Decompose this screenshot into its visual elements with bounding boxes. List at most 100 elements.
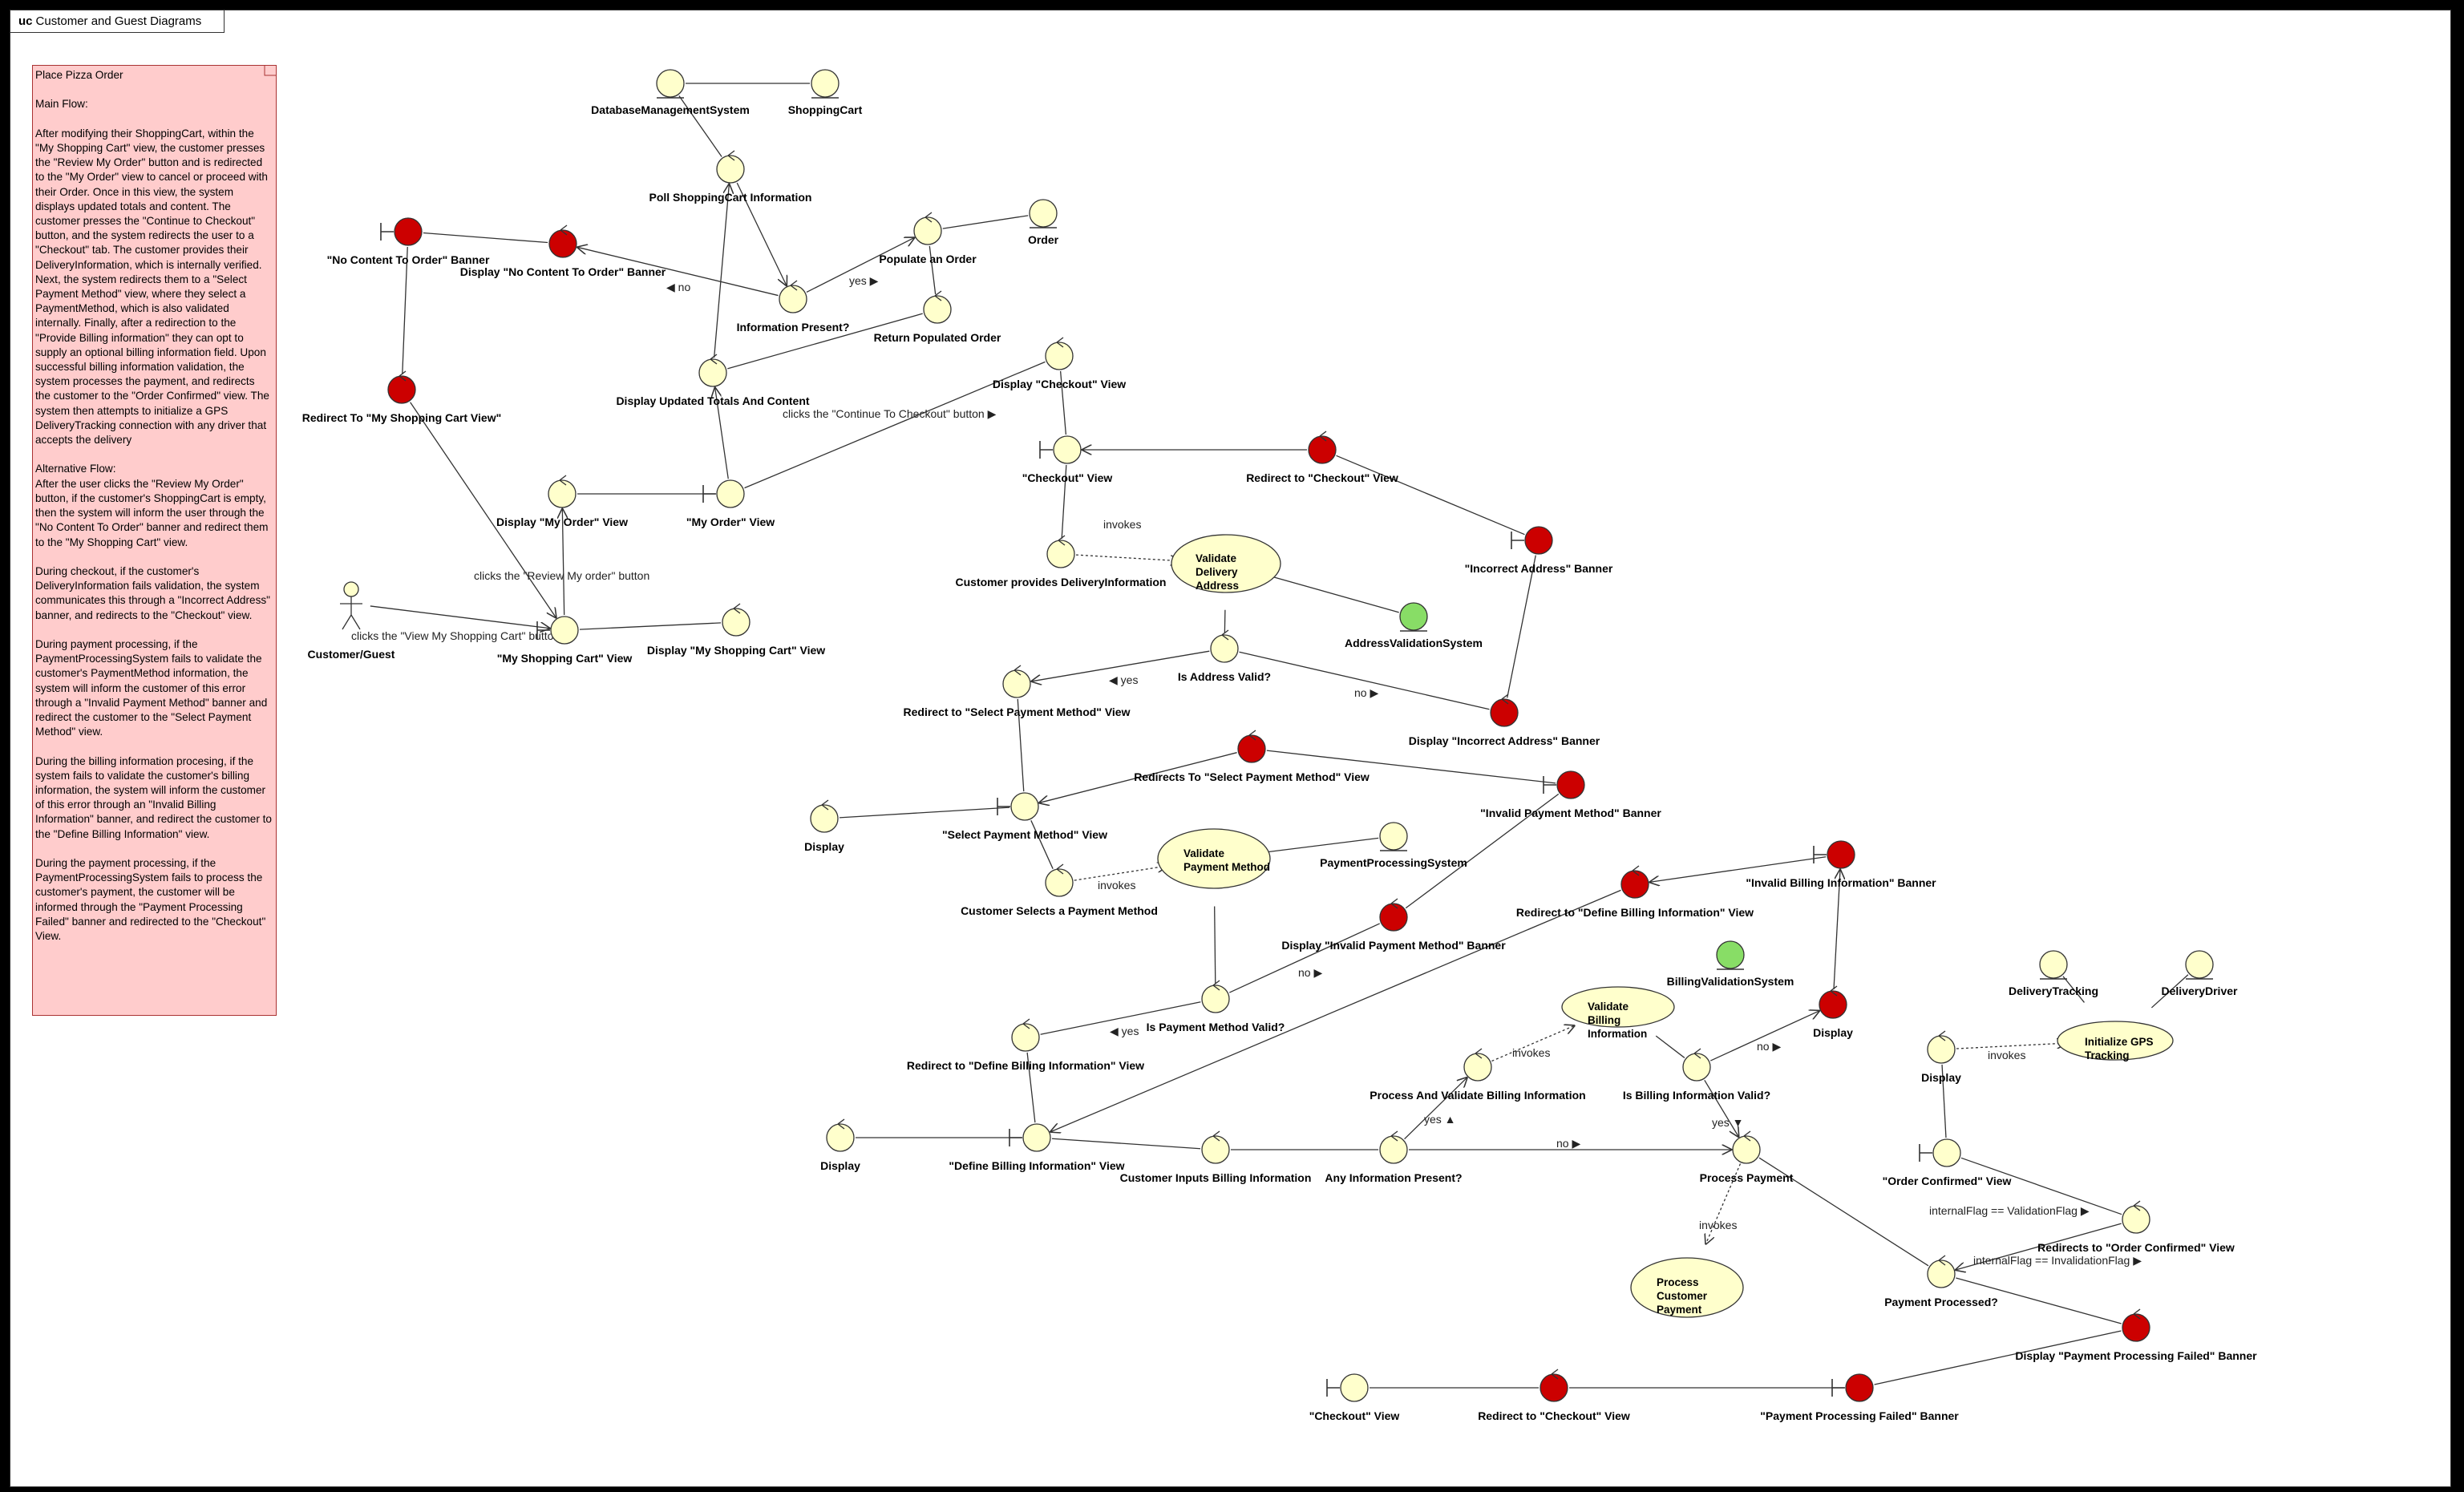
redir-select-pm-node: Redirect to "Select Payment Method" View: [904, 665, 1131, 718]
boundary-icon: [1326, 1379, 1340, 1397]
control-icon: [1927, 1260, 1956, 1288]
entity-icon: [811, 69, 840, 98]
boundary-icon: [702, 485, 716, 503]
invokes-edge-provides_delivery: [1075, 554, 1179, 561]
control-icon: [1819, 990, 1847, 1019]
invokes-edge-selects_pm: [1074, 866, 1167, 881]
uc-validate-delivery-node: Validate Delivery Address: [1171, 534, 1281, 593]
edge-redir_my_cart-my_cart_view: [410, 402, 556, 618]
node-label: Payment Processed?: [1884, 1296, 1998, 1308]
control-icon: [826, 1123, 855, 1152]
boundary-icon: [1919, 1144, 1932, 1162]
billing-validation-node: BillingValidationSystem: [1667, 940, 1794, 988]
use-case-note: Place Pizza Order Main Flow: After modif…: [32, 65, 277, 1016]
control-icon: [1045, 342, 1074, 370]
edge-populate_order-return_order: [929, 245, 937, 295]
provides-delivery-node: Customer provides DeliveryInformation: [956, 535, 1167, 588]
node-label: "Incorrect Address" Banner: [1465, 562, 1613, 575]
usecase-ellipse: [2057, 1021, 2174, 1061]
no-content-banner-node: "No Content To Order" Banner: [327, 217, 490, 266]
control-icon: [923, 295, 952, 324]
edge-addr_valid-disp_incorrect_addr: [1239, 651, 1490, 710]
disp-checkout-node: Display "Checkout" View: [993, 337, 1126, 390]
usecase-label: Payment: [1657, 1304, 1702, 1316]
actor-icon: [343, 581, 359, 597]
node-label: Customer provides DeliveryInformation: [956, 576, 1167, 588]
node-label: "Order Confirmed" View: [1883, 1175, 2012, 1187]
node-label: "Select Payment Method" View: [942, 828, 1107, 841]
node-label: Populate an Order: [879, 253, 977, 265]
control-icon: [1682, 1053, 1711, 1082]
inputs-billing-node: Customer Inputs Billing Information: [1120, 1130, 1311, 1184]
usecase-ellipse: [1630, 1257, 1744, 1318]
node-label: Display "My Order" View: [496, 516, 628, 528]
usecase-label: Validate: [1588, 1001, 1629, 1013]
entity-icon: [1029, 199, 1058, 228]
edge-disp_incorrect_addr-incorrect_addr_banner: [1507, 555, 1536, 698]
redir-checkout-2-node: Redirect to "Checkout" View: [1478, 1369, 1630, 1422]
process-payment-node: Process Payment: [1700, 1130, 1794, 1184]
edge-disp_no_content-no_content_banner: [423, 232, 548, 244]
redir-order-confirmed-node: Redirects to "Order Confirmed" View: [2037, 1200, 2235, 1254]
node-label: Return Populated Order: [874, 331, 1001, 344]
checkout-view-2-node: "Checkout" View: [1309, 1373, 1399, 1422]
disp-invalid-pm-node: Display "Invalid Payment Method" Banner: [1281, 898, 1506, 952]
poll-cart-node: Poll ShoppingCart Information: [649, 150, 812, 204]
payment-failed-banner-node: "Payment Processing Failed" Banner: [1760, 1373, 1959, 1422]
disp-no-content-node: Display "No Content To Order" Banner: [460, 224, 666, 278]
edge-my_cart_view-disp_my_cart: [579, 622, 722, 630]
edge-label-e_no_3: no ▶: [1298, 966, 1322, 979]
my-cart-view-node: "My Shopping Cart" View: [497, 616, 632, 665]
edge-redir_order_confirmed-payment_processed: [1956, 1223, 2122, 1270]
node-label: ShoppingCart: [788, 103, 863, 116]
boundary-icon: [997, 798, 1010, 815]
usecase-label: Information: [1588, 1028, 1647, 1040]
invalid-pm-banner-node: "Invalid Payment Method" Banner: [1480, 770, 1661, 819]
disp-red-billing-node: Display: [1813, 985, 1853, 1039]
edge-define_billing_view-inputs_billing: [1051, 1138, 1201, 1150]
order-node: Order: [1028, 199, 1059, 246]
node-label: "Invalid Billing Information" Banner: [1746, 876, 1936, 889]
edge-my_order_view-disp_checkout: [744, 361, 1046, 489]
edge-my_order_view-disp_totals: [715, 388, 729, 479]
control-icon: [1210, 634, 1239, 663]
node-label: Display "Invalid Payment Method" Banner: [1281, 939, 1506, 952]
diagram-canvas: uc Customer and Guest Diagrams Place Pizz…: [10, 10, 2451, 1487]
disp-incorrect-addr-node: Display "Incorrect Address" Banner: [1409, 693, 1600, 747]
edge-poll_cart-dbms: [678, 95, 722, 157]
invokes-edge-process_validate_billing: [1491, 1025, 1574, 1062]
checkout-view-node: "Checkout" View: [1022, 435, 1112, 484]
node-label: Redirect to "Define Billing Information"…: [1516, 906, 1754, 919]
node-label: Display: [1813, 1026, 1853, 1039]
usecase-label: Address: [1196, 580, 1239, 592]
info-present-node: Information Present?: [737, 280, 849, 334]
redir-my-cart-node: Redirect To "My Shopping Cart View": [302, 370, 501, 424]
node-label: Redirect to "Select Payment Method" View: [904, 706, 1131, 718]
edge-uc_init_gps-delivery_driver: [2150, 974, 2189, 1009]
node-label: Redirect to "Checkout" View: [1478, 1409, 1630, 1422]
addr-validation-node: AddressValidationSystem: [1345, 602, 1483, 649]
my-order-view-node: "My Order" View: [686, 479, 775, 528]
control-icon: [1732, 1135, 1761, 1164]
usecase-ellipse: [1171, 534, 1281, 593]
control-icon: [779, 285, 807, 313]
edge-actor-my_cart_view: [370, 605, 549, 629]
control-icon: [1490, 698, 1519, 727]
payment-processed-node: Payment Processed?: [1884, 1255, 1998, 1308]
edge-label-e_click_cart: clicks the "View My Shopping Cart" butto…: [351, 629, 572, 642]
control-icon: [1379, 1135, 1408, 1164]
edge-disp_invalid_pm-invalid_pm_banner: [1405, 793, 1560, 909]
edge-checkout_view-provides_delivery: [1061, 464, 1067, 540]
usecase-ellipse: [1561, 986, 1675, 1028]
uc-process-payment-node: Process Customer Payment: [1630, 1257, 1744, 1318]
edge-label-e_no_1: ◀ no: [666, 281, 690, 293]
node-label: "Define Billing Information" View: [949, 1159, 1124, 1172]
node-label: Order: [1028, 233, 1059, 246]
edge-label-e_invokes_5: invokes: [1988, 1049, 2025, 1061]
edge-labels-layer: clicks the "View My Shopping Cart" butto…: [351, 274, 2142, 1267]
node-label: Process Payment: [1700, 1171, 1794, 1184]
edge-label-e_invokes_2: invokes: [1098, 879, 1135, 892]
boundary-icon: [1543, 776, 1556, 794]
